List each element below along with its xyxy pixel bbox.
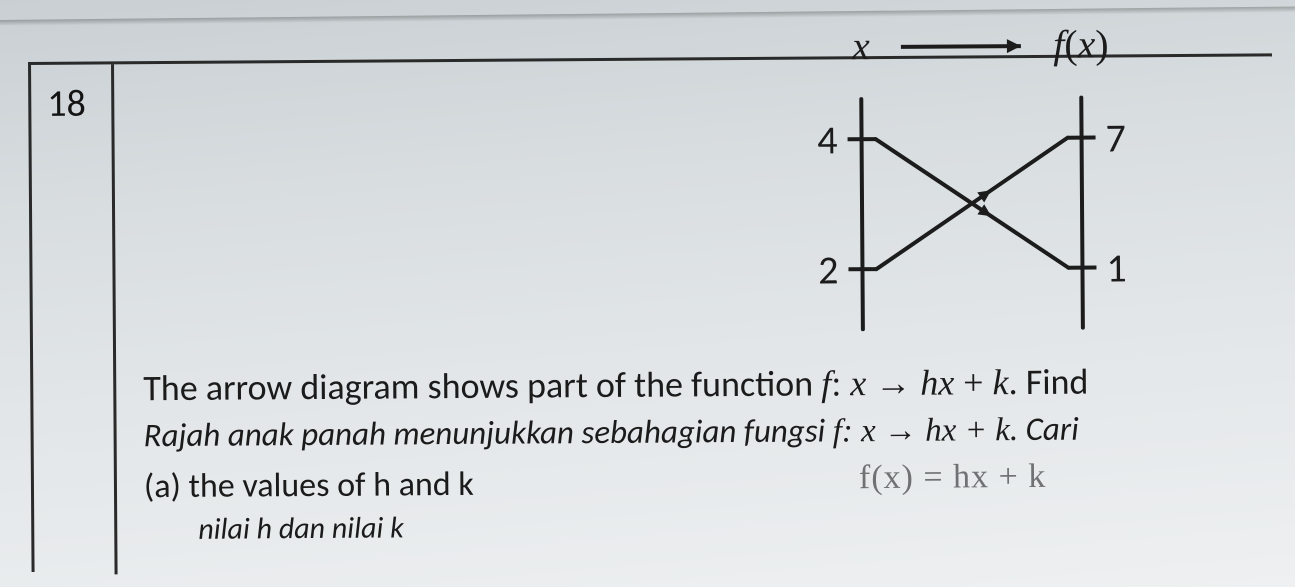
line1-pre: The arrow diagram shows part of the func…	[143, 361, 821, 410]
line-1-en: The arrow diagram shows part of the func…	[143, 357, 1243, 413]
hw-eq: =	[914, 459, 953, 496]
svg-text:4: 4	[817, 115, 838, 164]
fn-arrow-2: →	[876, 412, 926, 448]
fn-h: h	[920, 363, 938, 403]
arrow-diagram: x f(x) 4 7 2 1	[741, 27, 1163, 350]
fn-colon-2: :	[842, 413, 862, 449]
cell-divider	[111, 64, 118, 574]
hw-rhs: hx + k	[953, 458, 1046, 496]
fn-x2-2: x	[942, 412, 957, 448]
question-text: The arrow diagram shows part of the func…	[143, 357, 1244, 551]
fn-x2: x	[938, 363, 954, 403]
arrow-diagram-svg: x f(x) 4 7 2 1	[741, 27, 1163, 350]
question-cell: 18 x f(x) 4 7 2 1 The arrow diagram shows par…	[28, 53, 1276, 572]
line-2-ms: Rajah anak panah menunjukkan sebahagian …	[143, 405, 1243, 458]
line1-post: . Find	[1008, 360, 1088, 405]
svg-text:2: 2	[818, 245, 839, 294]
svg-text:f(x): f(x)	[1053, 27, 1109, 67]
fn-f: f	[821, 363, 831, 403]
hw-fx: f(x)	[859, 459, 914, 496]
fn-k: k	[992, 362, 1008, 402]
svg-text:x: x	[851, 27, 870, 68]
fn-arrow: →	[866, 363, 920, 403]
fn-x: x	[850, 363, 866, 403]
fn-colon: :	[831, 363, 850, 403]
line2-pre: Rajah anak panah menunjukkan sebahagian …	[143, 410, 832, 455]
fn-plus-2: +	[956, 412, 995, 448]
svg-text:7: 7	[1105, 113, 1126, 162]
line2-post: . Cari	[1010, 408, 1079, 448]
svg-text:1: 1	[1106, 243, 1127, 292]
part-a-en: (a) the values of h and k	[144, 457, 1244, 511]
question-number: 18	[47, 81, 86, 127]
fn-k-2: k	[995, 412, 1010, 448]
part-a-ms: nilai h dan nilai k	[144, 503, 1244, 551]
part-a-text: the values of h and k	[188, 464, 474, 507]
page: 18 x f(x) 4 7 2 1 The arrow diagram shows par…	[0, 0, 1295, 587]
handwritten-annotation: f(x) = hx + k	[859, 458, 1047, 497]
fn-plus: +	[954, 362, 993, 402]
fn-x-2: x	[861, 413, 876, 449]
fn-h-2: h	[925, 412, 942, 448]
question-content: x f(x) 4 7 2 1 The arrow diagram shows part o…	[131, 56, 1276, 571]
part-a-label: (a)	[144, 466, 189, 507]
